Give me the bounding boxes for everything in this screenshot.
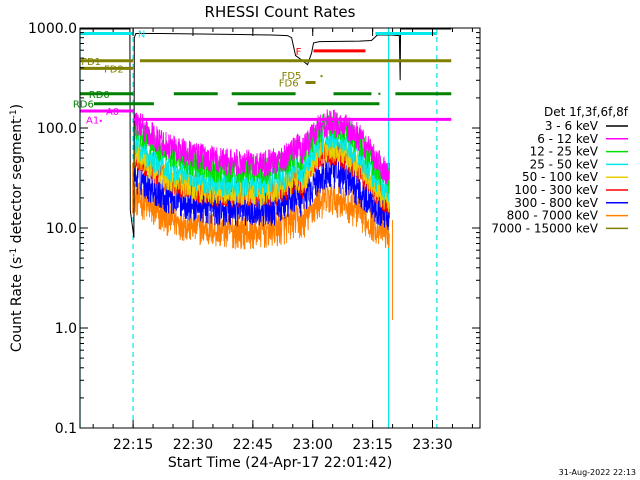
x-axis-label: Start Time (24-Apr-17 22:01:42) <box>168 455 392 471</box>
series-line-50-100-kev <box>133 136 390 213</box>
legend-title: Det 1f,3f,6f,8f <box>544 105 629 119</box>
y-tick-label: 1000.0 <box>28 21 77 37</box>
y-tick-label: 0.1 <box>55 421 77 437</box>
legend-label-12-25-kev: 12 - 25 keV <box>530 145 599 159</box>
x-tick-label: 22:45 <box>233 437 273 453</box>
flag-marker-dot <box>320 75 323 78</box>
y-axis-label: Count Rate (s-1 detector segment-1) <box>9 104 25 352</box>
legend-label-7000-15000-kev: 7000 - 15000 keV <box>491 221 598 235</box>
flag-label-fd1: FD1 <box>81 57 101 68</box>
y-tick-label: 100.0 <box>37 121 77 137</box>
legend-label-3-6-kev: 3 - 6 keV <box>545 119 599 133</box>
x-tick-label: 23:00 <box>293 437 333 453</box>
legend-label-25-50-kev: 25 - 50 keV <box>530 157 599 171</box>
flag-marker-dot <box>378 92 381 95</box>
flag-label-rd0: RD0 <box>89 90 110 101</box>
y-axis: 0.1 1.0 10.0 100.0 1000.0 <box>28 21 480 437</box>
legend-label-6-12-kev: 6 - 12 keV <box>537 132 599 146</box>
x-tick-label: 23:15 <box>352 437 392 453</box>
series-line-6-12-kev <box>133 109 390 185</box>
y-tick-label: 10.0 <box>46 221 77 237</box>
flag-label-fd6: FD6 <box>279 79 299 90</box>
series-line-800-7000-kev <box>133 181 390 250</box>
flag-label-n: N <box>138 30 145 41</box>
flag-label-f: F <box>296 47 302 58</box>
flag-marker-dot <box>99 119 102 122</box>
flag-label-fd2: FD2 <box>104 64 124 75</box>
x-tick-label: 22:30 <box>173 437 213 453</box>
generation-timestamp: 31-Aug-2022 22:13 <box>559 468 636 477</box>
legend-label-300-800-kev: 300 - 800 keV <box>514 196 598 210</box>
flag-label-a1: A1 <box>86 115 99 126</box>
flag-label-fd5: FD5 <box>282 71 302 82</box>
x-tick-label: 22:15 <box>113 437 153 453</box>
chart-title: RHESSI Count Rates <box>205 3 356 21</box>
legend-label-100-300-kev: 100 - 300 keV <box>514 183 598 197</box>
legend-label-800-7000-kev: 800 - 7000 keV <box>507 209 599 223</box>
x-axis: 22:15 22:30 22:45 23:00 23:15 23:30 <box>92 28 473 453</box>
flag-marker-dot <box>98 59 101 62</box>
flag-label-a0: A0 <box>106 107 119 118</box>
y-tick-label: 1.0 <box>55 321 77 337</box>
x-tick-label: 23:30 <box>412 437 452 453</box>
legend-label-50-100-kev: 50 - 100 keV <box>522 170 599 184</box>
flag-label-rd6: RD6 <box>73 100 94 111</box>
